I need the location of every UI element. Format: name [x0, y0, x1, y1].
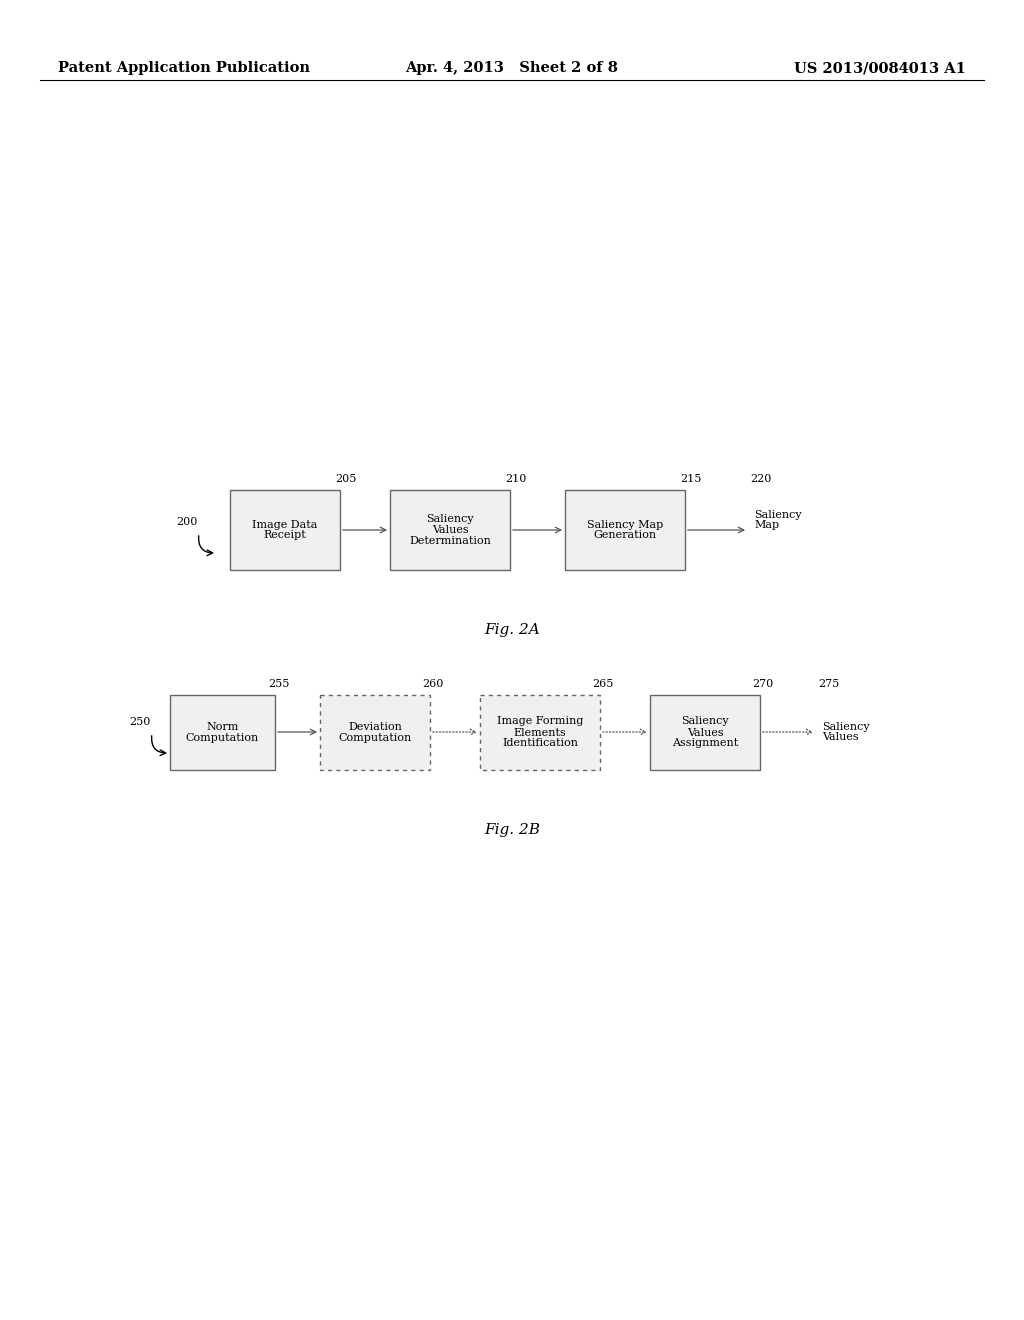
Text: Identification: Identification	[502, 738, 578, 748]
Text: Elements: Elements	[514, 727, 566, 738]
Text: Image Data: Image Data	[252, 520, 317, 529]
Text: 200: 200	[176, 517, 198, 527]
Text: Receipt: Receipt	[263, 531, 306, 540]
Bar	[480, 696, 600, 770]
Text: Computation: Computation	[338, 733, 412, 743]
Text: Saliency Map: Saliency Map	[587, 520, 664, 529]
Text: 275: 275	[818, 678, 840, 689]
Text: 220: 220	[750, 474, 771, 484]
Text: Patent Application Publication: Patent Application Publication	[58, 61, 310, 75]
Text: Deviation: Deviation	[348, 722, 402, 733]
Text: 210: 210	[505, 474, 526, 484]
Bar	[170, 696, 275, 770]
Bar	[565, 490, 685, 570]
Text: US 2013/0084013 A1: US 2013/0084013 A1	[795, 61, 966, 75]
Text: 255: 255	[268, 678, 290, 689]
Text: 265: 265	[592, 678, 613, 689]
Text: Image Forming: Image Forming	[497, 717, 584, 726]
Bar	[390, 490, 510, 570]
Text: Fig. 2A: Fig. 2A	[484, 623, 540, 638]
Text: Values: Values	[822, 733, 859, 742]
Text: Saliency: Saliency	[681, 717, 729, 726]
Text: Saliency: Saliency	[822, 722, 869, 731]
Text: Computation: Computation	[186, 733, 259, 743]
Text: Norm: Norm	[206, 722, 239, 733]
Bar	[319, 696, 430, 770]
Text: Saliency: Saliency	[426, 513, 474, 524]
Text: Assignment: Assignment	[672, 738, 738, 748]
Text: Values: Values	[432, 525, 468, 535]
Text: 250: 250	[129, 717, 151, 727]
Text: Generation: Generation	[594, 531, 656, 540]
Text: Apr. 4, 2013   Sheet 2 of 8: Apr. 4, 2013 Sheet 2 of 8	[406, 61, 618, 75]
Text: 205: 205	[335, 474, 356, 484]
Text: Fig. 2B: Fig. 2B	[484, 822, 540, 837]
Text: 260: 260	[422, 678, 443, 689]
Text: Map: Map	[754, 520, 779, 531]
Bar	[650, 696, 760, 770]
Text: Determination: Determination	[409, 536, 490, 546]
Text: Saliency: Saliency	[754, 510, 802, 520]
Bar	[230, 490, 340, 570]
Text: 270: 270	[752, 678, 773, 689]
Text: Values: Values	[687, 727, 723, 738]
Text: 215: 215	[680, 474, 701, 484]
